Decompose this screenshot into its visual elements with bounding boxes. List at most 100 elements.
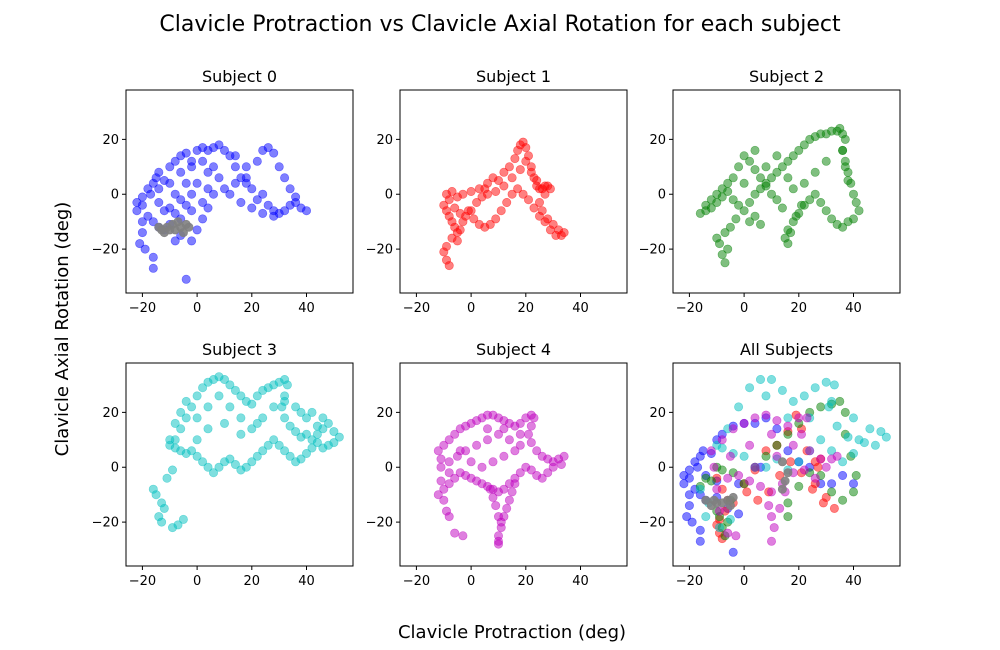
y-tick-label: 20 (649, 133, 666, 148)
scatter-point (532, 176, 542, 186)
scatter-series (695, 123, 864, 268)
subplot-grid: Subject 0 −20 0 20 40 −20 0 20 Subject 1 −20 0 20 40… (92, 67, 901, 589)
scatter-point (499, 181, 509, 191)
scatter-point (236, 465, 246, 475)
scatter-point (291, 192, 301, 202)
y-tick-label: 0 (658, 461, 666, 476)
scatter-point (827, 396, 837, 406)
scatter-point (810, 189, 820, 199)
scatter-points (433, 410, 569, 549)
scatter-point (439, 247, 449, 257)
x-tick-label: 20 (791, 301, 808, 316)
scatter-point (466, 457, 476, 467)
scatter-point (799, 465, 809, 475)
scatter-point (181, 396, 191, 406)
scatter-point (312, 438, 322, 448)
subplot-title: Subject 1 (476, 67, 551, 86)
scatter-point (827, 214, 837, 224)
scatter-point (504, 495, 514, 505)
scatter-point (796, 429, 806, 439)
scatter-point (734, 509, 744, 519)
scatter-point (532, 446, 542, 456)
scatter-point (854, 206, 864, 216)
scatter-point (745, 198, 755, 208)
scatter-point (510, 154, 520, 164)
scatter-point (258, 413, 268, 423)
scatter-point (170, 236, 180, 246)
scatter-point (799, 140, 809, 150)
scatter-point (772, 167, 782, 177)
scatter-point (258, 189, 268, 199)
scatter-point (444, 479, 454, 489)
scatter-point (151, 490, 161, 500)
scatter-point (472, 440, 482, 450)
scatter-point (477, 462, 487, 472)
scatter-point (168, 465, 178, 475)
scatter-series (154, 217, 194, 238)
scatter-point (485, 484, 495, 494)
scatter-point (220, 457, 230, 467)
scatter-point (529, 203, 539, 213)
scatter-point (816, 454, 826, 464)
scatter-point (469, 214, 479, 224)
scatter-point (230, 162, 240, 172)
scatter-point (187, 206, 197, 216)
scatter-point (323, 418, 333, 428)
scatter-point (301, 413, 311, 423)
scatter-point (777, 162, 787, 172)
scatter-point (214, 140, 224, 150)
scatter-point (269, 148, 279, 158)
scatter-point (712, 484, 722, 494)
scatter-point (810, 383, 820, 393)
scatter-point (455, 446, 465, 456)
figure-x-label: Clavicle Protraction (deg) (398, 622, 626, 643)
scatter-point (280, 396, 290, 406)
scatter-point (693, 462, 703, 472)
scatter-point (526, 421, 536, 431)
scatter-point (137, 228, 147, 238)
scatter-point (488, 492, 498, 502)
scatter-point (851, 198, 861, 208)
scatter-point (802, 413, 812, 423)
scatter-point (504, 162, 514, 172)
scatter-point (739, 418, 749, 428)
scatter-point (805, 446, 815, 456)
scatter-point (192, 178, 202, 188)
scatter-point (291, 457, 301, 467)
scatter-point (307, 443, 317, 453)
scatter-point (766, 173, 776, 183)
plot-area (672, 89, 901, 294)
scatter-point (750, 211, 760, 221)
scatter-point (192, 225, 202, 235)
subplot-title: All Subjects (740, 340, 833, 359)
scatter-point (140, 244, 150, 254)
scatter-point (209, 189, 219, 199)
subplot-title: Subject 4 (476, 340, 551, 359)
scatter-point (178, 228, 188, 238)
scatter-point (794, 457, 804, 467)
scatter-point (247, 399, 257, 409)
scatter-point (220, 145, 230, 155)
scatter-point (848, 479, 858, 489)
scatter-series (701, 457, 793, 511)
scatter-point (851, 470, 861, 480)
scatter-point (187, 189, 197, 199)
scatter-point (706, 446, 716, 456)
scatter-point (772, 451, 782, 461)
figure-title: Clavicle Protraction vs Clavicle Axial R… (159, 12, 841, 37)
scatter-point (198, 198, 208, 208)
scatter-point (821, 156, 831, 166)
scatter-point (280, 206, 290, 216)
scatter-point (214, 173, 224, 183)
subplot-4: Subject 4 −20 0 20 40 −20 0 20 (366, 340, 628, 589)
scatter-points (132, 140, 311, 284)
scatter-point (236, 198, 246, 208)
scatter-point (838, 457, 848, 467)
scatter-point (148, 263, 158, 273)
scatter-point (813, 462, 823, 472)
scatter-point (515, 468, 525, 478)
scatter-point (170, 418, 180, 428)
scatter-point (515, 429, 525, 439)
scatter-point (766, 189, 776, 199)
